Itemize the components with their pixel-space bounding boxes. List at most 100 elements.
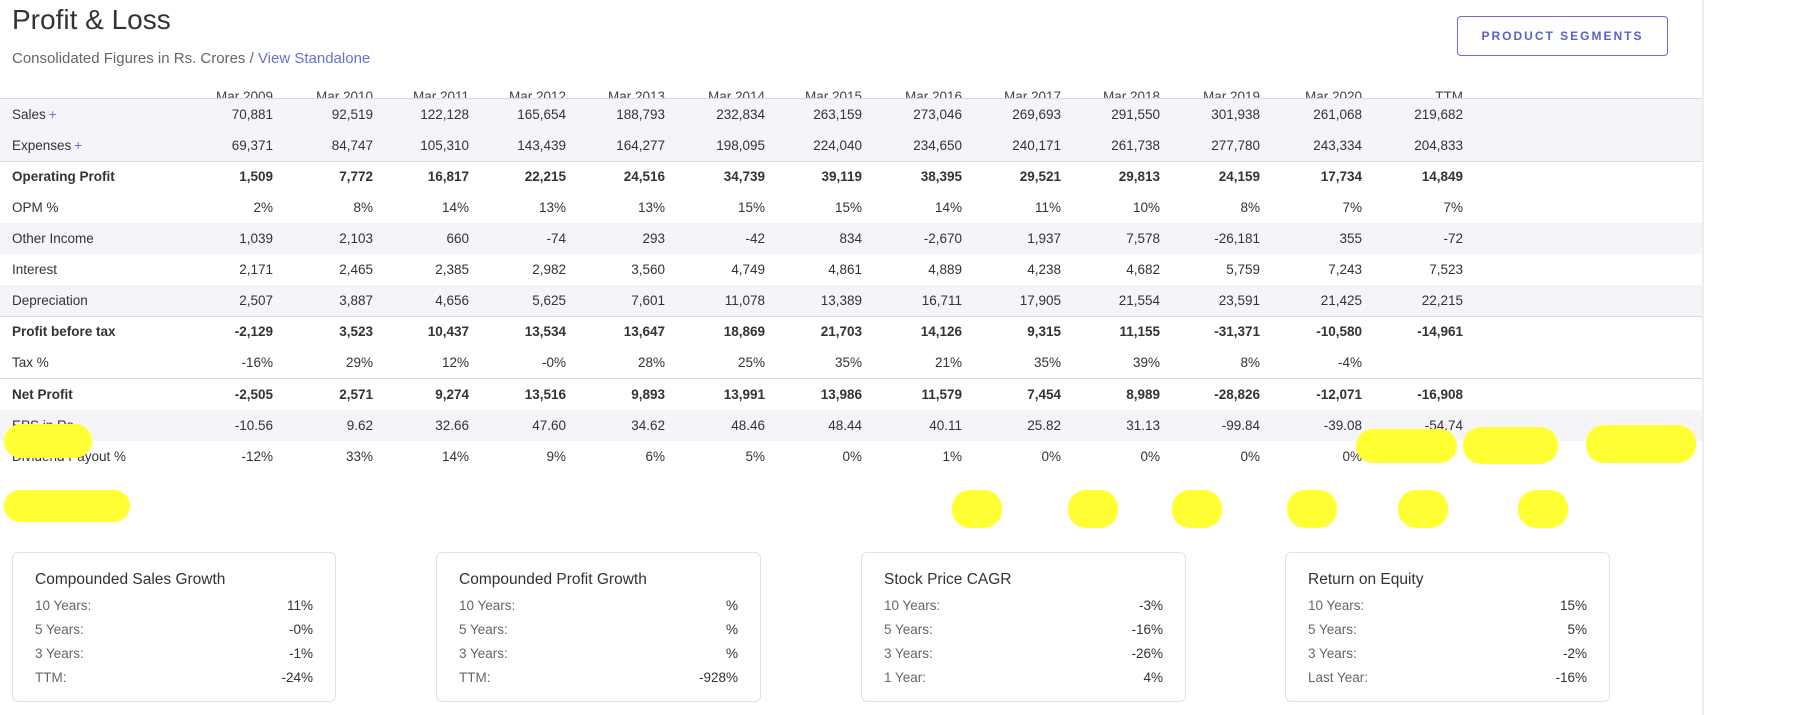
expand-plus-icon[interactable]: + [74,138,83,153]
table-cell: 660 [446,231,469,246]
table-cell: 1,937 [1027,231,1061,246]
table-cell: 15% [834,200,862,215]
table-cell: 48.46 [731,418,765,433]
table-cell: -16% [241,355,273,370]
table-cell: 14% [441,449,469,464]
table-cell: 13,991 [723,387,765,402]
table-cell: 13,534 [524,324,566,339]
table-cell: 7% [1342,200,1362,215]
page-subtitle: Consolidated Figures in Rs. Crores / Vie… [12,50,370,67]
highlight-dividend-label [4,490,130,522]
table-cell: 14,126 [920,324,962,339]
table-cell: 29,813 [1118,169,1160,184]
card-title: Stock Price CAGR [884,571,1012,588]
card-row: 10 Years:% [459,598,738,620]
table-cell: 5,759 [1226,262,1260,277]
subtitle-text: Consolidated Figures in Rs. Crores / [12,50,254,67]
row-label-text: Expenses [12,138,72,153]
highlight-net-profit-ttm [1586,425,1696,463]
table-cell: 6% [645,449,665,464]
table-cell: 1,039 [239,231,273,246]
table-top-divider [0,98,1702,99]
table-cell: 8% [353,200,373,215]
card-row: Last Year: -16% [1308,670,1587,692]
table-row: Profit before tax -2,129 3,523 10,437 13,534… [0,316,1702,347]
table-cell: 13% [538,200,566,215]
card-row-key: 1 Year: [884,670,927,685]
table-cell: 29,521 [1019,169,1061,184]
card-row: 1 Year: 4% [884,670,1163,692]
table-cell: 2,507 [239,293,273,308]
table-cell: 35% [834,355,862,370]
card-title: Compounded Sales Growth [35,571,226,588]
highlight-dividend-2020 [1518,490,1568,528]
table-cell: 2,385 [435,262,469,277]
table-cell: 69,371 [231,138,273,153]
card-row-key: TTM: [35,670,67,685]
table-cell: 40.11 [929,418,962,433]
table-cell: -39.08 [1323,418,1362,433]
row-label-text: OPM % [12,200,59,215]
table-cell: 11% [1034,200,1061,215]
row-label: Expenses + [12,130,82,161]
table-cell: 28% [637,355,665,370]
card-row-value: -16% [1131,622,1163,637]
table-cell: 39,119 [821,169,862,184]
table-cell: 243,334 [1313,138,1362,153]
table-cell: 35% [1033,355,1061,370]
table-cell: 9% [546,449,566,464]
table-cell: 4,682 [1126,262,1160,277]
highlight-dividend-2017 [1172,490,1222,528]
table-cell: 13,647 [623,324,665,339]
table-row: Tax % -16% 29% 12% -0% 28% 25% 35% 21% 35% 39% 8% -4… [0,347,1702,378]
table-row[interactable]: Sales +70,881 92,519 122,128 165,654 188,793 2… [0,99,1702,130]
table-cell: 9,274 [435,387,469,402]
page-title: Profit & Loss [12,4,171,35]
table-cell: 14% [441,200,469,215]
table-cell: 7,772 [339,169,373,184]
table-cell: -12,071 [1316,387,1362,402]
table-cell: 219,682 [1414,107,1463,122]
row-label: Interest [12,254,57,285]
card-row-value: -2% [1562,646,1587,661]
card-row-key: 5 Years: [35,622,84,637]
row-divider [0,316,1702,317]
table-cell: 47.60 [532,418,566,433]
table-cell: 2% [253,200,273,215]
table-cell: 29% [345,355,373,370]
table-cell: 240,171 [1012,138,1061,153]
table-cell: -26,181 [1214,231,1260,246]
table-cell: 34.62 [631,418,665,433]
card-row: 10 Years: 15% [1308,598,1587,620]
table-cell: 13,389 [820,293,862,308]
view-standalone-link[interactable]: View Standalone [257,50,371,67]
table-cell: 14,849 [1421,169,1463,184]
growth-card: Compounded Sales Growth 10 Years: 11% 5 Yea… [12,552,336,702]
highlight-dividend-2018 [1287,490,1337,528]
table-cell: -74 [546,231,566,246]
card-row-key: 5 Years: [1308,622,1357,637]
card-row-value: -928% [698,670,738,685]
table-cell: 31.13 [1126,418,1160,433]
expand-plus-icon[interactable]: + [48,107,57,122]
table-row[interactable]: Expenses +69,371 84,747 105,310 143,439 164,2… [0,130,1702,161]
row-label: Other Income [12,223,94,254]
table-cell: -4% [1337,355,1362,370]
card-row: TTM: -928% [459,670,738,692]
table-cell: 16,711 [921,293,962,308]
table-cell: 15% [737,200,765,215]
table-cell: -10.56 [234,418,273,433]
row-label: Profit before tax [12,316,116,347]
product-segments-button[interactable]: PRODUCT SEGMENTS [1457,16,1668,56]
table-cell: 834 [839,231,862,246]
table-cell: 22,215 [524,169,566,184]
table-cell: 9,315 [1027,324,1061,339]
table-cell: 21,554 [1118,293,1160,308]
row-label-text: Tax % [12,355,49,370]
table-cell: 92,519 [331,107,373,122]
card-row: 5 Years: -16% [884,622,1163,644]
row-label: Depreciation [12,285,88,316]
table-cell: 8% [1240,200,1260,215]
row-divider [0,378,1702,379]
table-cell: 122,128 [420,107,469,122]
